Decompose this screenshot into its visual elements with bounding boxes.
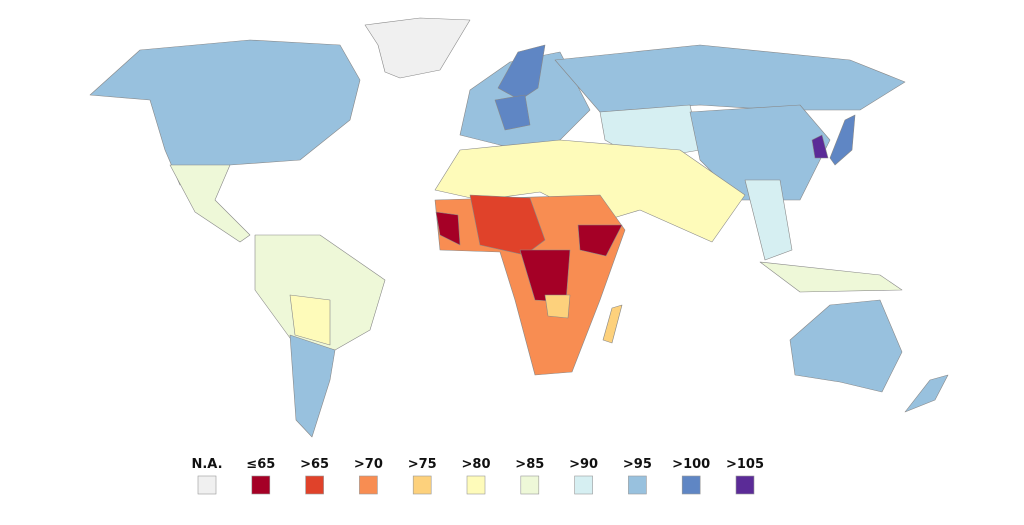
world-map [89, 17, 949, 438]
legend-swatch [520, 475, 540, 495]
country [744, 179, 793, 261]
legend-label: >105 [726, 457, 764, 472]
legend-swatch [197, 475, 217, 495]
legend-label: >85 [515, 457, 544, 472]
legend-label: >80 [462, 457, 491, 472]
country [577, 224, 623, 257]
country [169, 164, 251, 243]
country [829, 114, 856, 166]
legend-swatch [412, 475, 432, 495]
legend-label: >65 [300, 457, 329, 472]
legend-swatch [251, 475, 271, 495]
country [435, 211, 461, 246]
legend-label: >70 [354, 457, 383, 472]
legend-swatch [628, 475, 647, 495]
legend-swatch [359, 475, 378, 495]
country [89, 39, 361, 186]
country [602, 304, 623, 344]
legend-label: >100 [672, 457, 710, 472]
country [759, 261, 903, 293]
country [254, 234, 386, 351]
legend-label: ≤65 [246, 457, 275, 472]
country [554, 44, 906, 113]
legend-swatch [574, 475, 593, 495]
country [364, 17, 471, 79]
country [289, 294, 331, 346]
country [434, 139, 746, 243]
country [289, 334, 336, 438]
legend-label: >95 [623, 457, 652, 472]
legend-label: >75 [408, 457, 437, 472]
country [904, 374, 949, 413]
legend-swatch [305, 475, 324, 495]
legend-label: N.A. [191, 457, 222, 472]
country [469, 194, 546, 256]
legend-swatch [735, 475, 755, 495]
country [811, 134, 829, 159]
country [689, 104, 831, 201]
country [544, 294, 571, 319]
country [494, 94, 531, 131]
legend-swatch [681, 475, 701, 495]
legend-swatch [466, 475, 486, 495]
country [789, 299, 903, 393]
legend-label: >90 [569, 457, 598, 472]
